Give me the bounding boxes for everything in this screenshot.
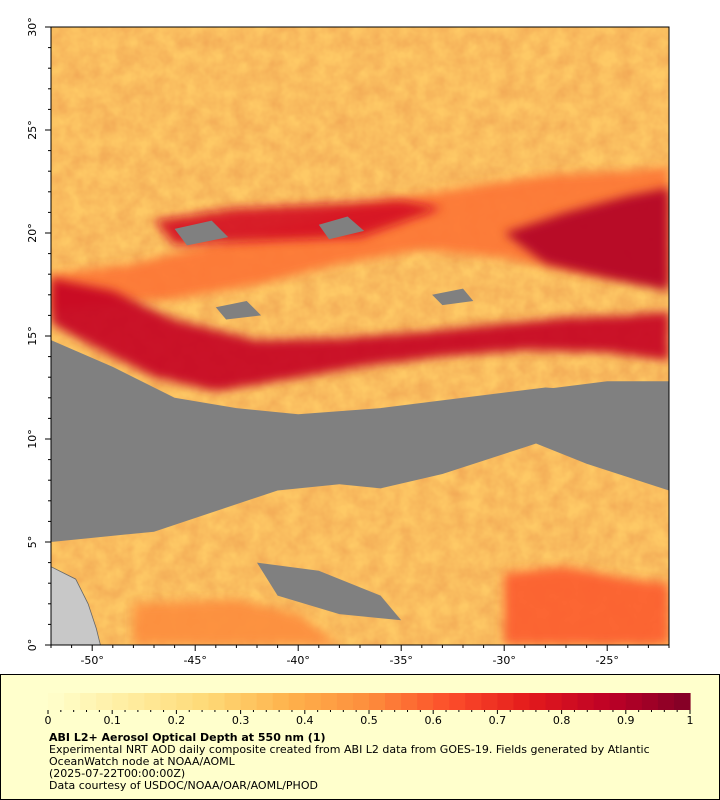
- aerosol-band-1: [51, 278, 669, 392]
- lon-label: -40°: [286, 654, 309, 667]
- colorbar-segment: [256, 693, 274, 710]
- colorbar-segment: [144, 693, 161, 710]
- lat-label: 30°: [26, 17, 39, 37]
- colorbar: 0 0.1 0.2 0.3 0.4 0.5 0.6 0.7 0.8 0.9 1: [45, 693, 694, 727]
- colorbar-segment: [128, 693, 145, 710]
- colorbar-label: 0.4: [296, 714, 314, 727]
- colorbar-segment: [673, 693, 691, 710]
- colorbar-segment: [304, 693, 322, 710]
- colorbar-segment: [369, 693, 386, 710]
- colorbar-segment: [48, 693, 65, 710]
- colorbar-segment: [657, 693, 675, 710]
- legend-credit: Data courtesy of USDOC/NOAA/OAR/AOML/PHO…: [49, 779, 318, 792]
- lat-label: 5°: [26, 536, 39, 549]
- aerosol-band-5: [133, 599, 340, 645]
- legend-description: Experimental NRT AOD daily composite cre…: [49, 743, 650, 768]
- colorbar-segment: [481, 693, 498, 710]
- lat-label: 10°: [26, 429, 39, 449]
- colorbar-segment: [64, 693, 81, 710]
- colorbar-label: 0.6: [424, 714, 442, 727]
- colorbar-label: 0: [45, 714, 52, 727]
- nodata-region-0: [51, 340, 669, 542]
- legend-title: ABI L2+ Aerosol Optical Depth at 550 nm …: [49, 731, 326, 744]
- colorbar-segment: [272, 693, 290, 710]
- aerosol-band-4: [504, 566, 669, 645]
- colorbar-segment: [336, 693, 354, 710]
- colorbar-segment: [192, 693, 210, 710]
- nodata-region-2: [257, 562, 402, 621]
- colorbar-segment: [433, 693, 450, 710]
- colorbar-segment: [625, 693, 643, 710]
- legend-date: (2025-07-22T00:00:00Z): [49, 767, 186, 780]
- colorbar-label: 0.8: [553, 714, 571, 727]
- aerosol-band-2: [504, 187, 669, 291]
- nodata-region-5: [215, 301, 262, 320]
- colorbar-segment: [449, 693, 466, 710]
- nodata-region-6: [432, 288, 474, 306]
- colorbar-segment: [224, 693, 242, 710]
- colorbar-segment: [208, 693, 226, 710]
- colorbar-segment: [577, 693, 595, 710]
- colorbar-segment: [465, 693, 482, 710]
- colorbar-segment: [561, 693, 579, 710]
- colorbar-segment: [641, 693, 659, 710]
- nodata-region-4: [318, 216, 365, 240]
- colorbar-segment: [112, 693, 129, 710]
- colorbar-segment: [401, 693, 418, 710]
- lon-label: -30°: [492, 654, 515, 667]
- lon-label: -35°: [389, 654, 412, 667]
- colorbar-segment: [240, 693, 258, 710]
- colorbar-segment: [320, 693, 338, 710]
- colorbar-label: 0.3: [232, 714, 250, 727]
- legend-panel: 0 0.1 0.2 0.3 0.4 0.5 0.6 0.7 0.8 0.9 1 ABI L2+ Ae…: [0, 674, 720, 800]
- colorbar-label: 1: [687, 714, 694, 727]
- nodata-region-9: [401, 441, 443, 460]
- lat-label: 25°: [26, 120, 39, 140]
- lat-label: 0°: [26, 639, 39, 652]
- lat-label: 15°: [26, 326, 39, 346]
- aerosol-band-3: [154, 200, 443, 246]
- colorbar-segment: [497, 693, 515, 710]
- nodata-region-3: [174, 220, 229, 246]
- colorbar-segment: [609, 693, 627, 710]
- colorbar-label: 0.5: [360, 714, 378, 727]
- colorbar-segment: [385, 693, 402, 710]
- colorbar-segment: [160, 693, 177, 710]
- lon-label: -45°: [183, 654, 206, 667]
- colorbar-label: 0.1: [103, 714, 121, 727]
- colorbar-segment: [352, 693, 370, 710]
- colorbar-label: 0.2: [168, 714, 186, 727]
- aerosol-band-0: [51, 167, 669, 312]
- legend-text: ABI L2+ Aerosol Optical Depth at 550 nm …: [49, 732, 709, 792]
- nodata-region-1: [524, 381, 669, 491]
- land-region: [51, 566, 101, 645]
- colorbar-label: 0.7: [489, 714, 507, 727]
- colorbar-segment: [593, 693, 611, 710]
- map-field: [51, 27, 669, 645]
- lat-label: 20°: [26, 223, 39, 243]
- nodata-region-8: [133, 459, 175, 481]
- colorbar-label: 0.9: [617, 714, 635, 727]
- colorbar-segment: [288, 693, 306, 710]
- nodata-region-7: [514, 397, 562, 419]
- colorbar-segment: [176, 693, 194, 710]
- colorbar-segment: [96, 693, 113, 710]
- aod-map: 0° 5° 10° 15° 20° 25° 30° -50° -45° -40° -35° -30° -…: [26, 17, 670, 667]
- colorbar-segment: [417, 693, 434, 710]
- lon-label: -50°: [80, 654, 103, 667]
- colorbar-segment: [545, 693, 563, 710]
- colorbar-segment: [513, 693, 531, 710]
- map-area: 0° 5° 10° 15° 20° 25° 30° -50° -45° -40° -35° -30° -…: [26, 17, 670, 667]
- lon-label: -25°: [595, 654, 618, 667]
- colorbar-segment: [529, 693, 547, 710]
- colorbar-segment: [80, 693, 97, 710]
